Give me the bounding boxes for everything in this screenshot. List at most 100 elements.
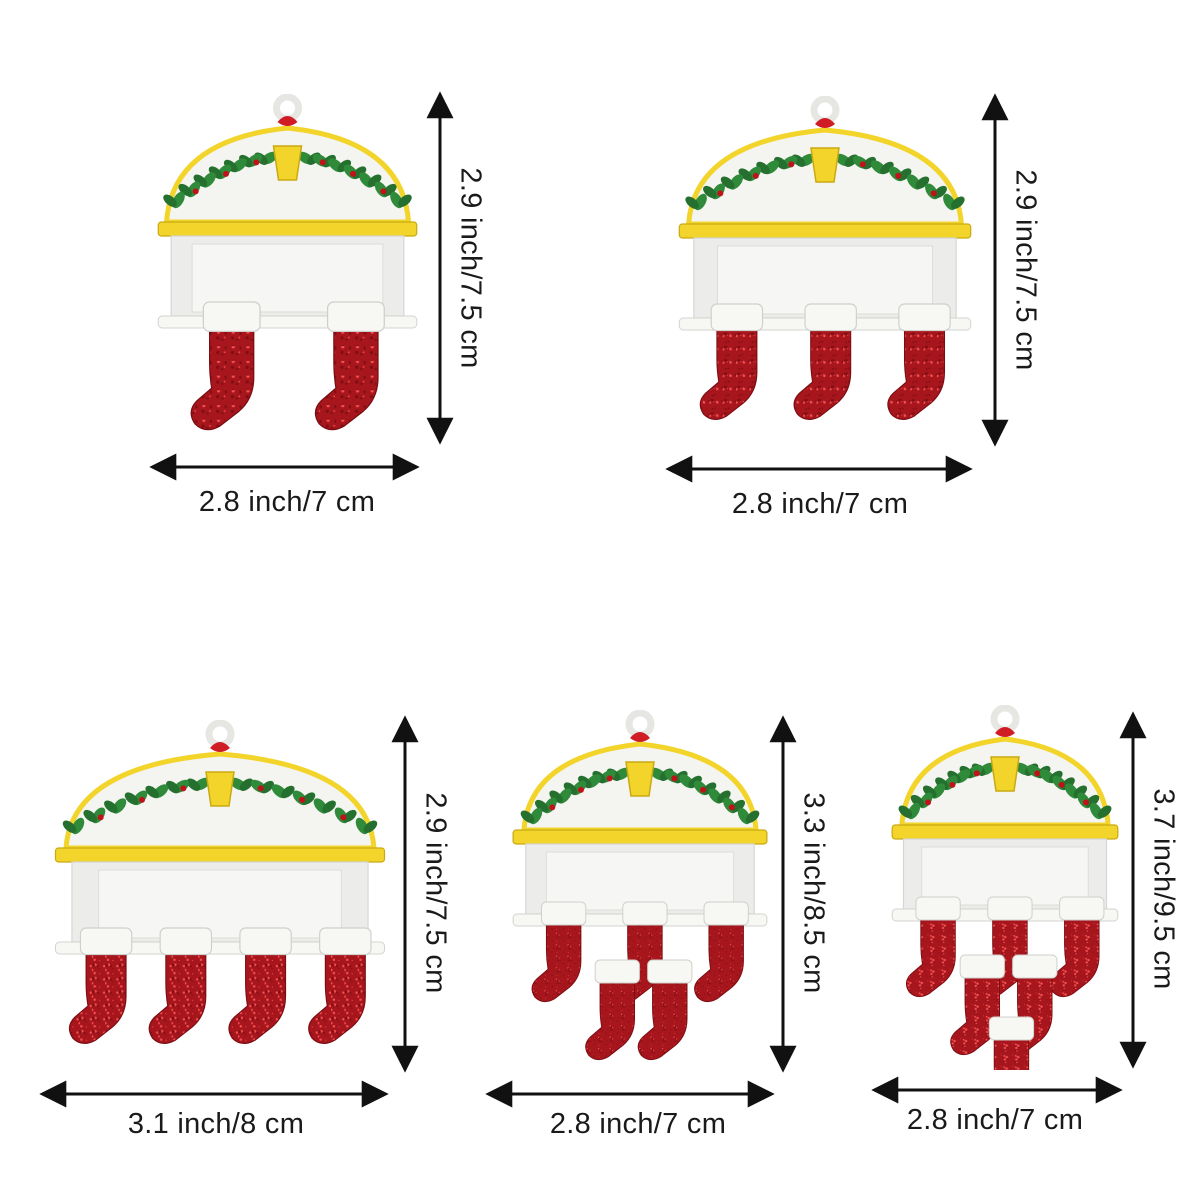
stocking-sock	[699, 324, 758, 420]
bow	[210, 742, 230, 752]
hanging-loop	[205, 720, 235, 749]
stocking-2	[148, 927, 213, 1044]
holly-garland	[898, 762, 1112, 820]
lantern	[810, 147, 840, 183]
mantel-shelf	[54, 847, 386, 863]
width-label-1: 2.8 inch/7 cm	[198, 486, 376, 518]
hanging-loop	[273, 94, 302, 123]
stocking-sock	[68, 948, 127, 1044]
holly-garland	[685, 153, 965, 211]
bow	[815, 118, 835, 128]
width-label-2: 2.8 inch/7 cm	[731, 488, 909, 520]
holly-garland	[62, 777, 378, 835]
stocking-cuff	[987, 896, 1033, 921]
mantel-shelf	[157, 221, 418, 237]
stocking-cuff	[239, 927, 292, 956]
stocking-cuff	[326, 301, 385, 333]
height-label-5: 3.7 inch/9.5 cm	[1147, 788, 1180, 990]
stocking-sock	[314, 324, 379, 431]
name-plate	[545, 851, 735, 911]
stocking-6	[988, 1016, 1035, 1070]
stocking-1	[699, 303, 764, 420]
stocking-2	[314, 301, 385, 431]
stocking-cuff	[319, 927, 372, 956]
lantern	[625, 761, 655, 797]
stocking-cuff	[622, 901, 668, 926]
height-label-1: 2.9 inch/7.5 cm	[454, 167, 487, 369]
height-label-2: 2.9 inch/7.5 cm	[1009, 169, 1042, 371]
stocking-3	[694, 901, 749, 1003]
stocking-1	[68, 927, 133, 1044]
hanging-loop	[625, 710, 655, 739]
stocking-cuff	[804, 303, 857, 332]
stocking-sock	[228, 948, 287, 1044]
lantern	[272, 145, 303, 181]
ornament-6-stockings	[891, 705, 1119, 1070]
stocking-cuff	[959, 954, 1005, 979]
name-plate	[716, 245, 934, 315]
stocking-sock	[694, 919, 744, 1003]
stocking-2	[793, 303, 857, 420]
mantel-shelf	[891, 824, 1119, 840]
stocking-4	[950, 954, 1005, 1056]
stocking-3	[1049, 896, 1105, 998]
stocking-cuff	[594, 959, 640, 984]
stocking-sock	[1049, 914, 1100, 998]
stocking-sock	[887, 324, 946, 420]
stocking-cuff	[988, 1016, 1035, 1041]
stocking-1	[190, 301, 261, 431]
stocking-sock	[905, 914, 956, 998]
ornament-4-stockings	[54, 720, 386, 1044]
stocking-cuff	[647, 959, 693, 984]
stocking-sock	[585, 977, 636, 1061]
bow	[995, 727, 1015, 737]
stocking-sock	[148, 948, 207, 1044]
stocking-cuff	[915, 896, 961, 921]
stocking-1	[531, 901, 587, 1003]
stocking-4	[308, 927, 372, 1044]
stocking-sock	[793, 324, 852, 420]
stocking-sock	[637, 977, 688, 1061]
stocking-cuff	[1059, 896, 1105, 921]
bow	[277, 116, 298, 126]
ornament-3-stockings	[678, 96, 972, 420]
stocking-5	[637, 959, 693, 1061]
lantern	[990, 756, 1020, 792]
name-plate	[191, 243, 384, 313]
stocking-sock	[190, 324, 255, 431]
stocking-cuff	[79, 927, 133, 956]
width-label-5: 2.8 inch/7 cm	[906, 1104, 1084, 1136]
mantel-base	[55, 941, 385, 955]
stocking-cuff	[710, 303, 764, 332]
mantel-shelf	[678, 223, 972, 239]
stocking-cuff	[159, 927, 213, 956]
hanging-loop	[810, 96, 840, 125]
name-plate	[921, 846, 1089, 906]
lantern	[205, 771, 235, 807]
height-label-4: 3.3 inch/8.5 cm	[797, 792, 830, 994]
stocking-sock	[308, 948, 366, 1044]
name-plate	[98, 869, 342, 939]
mantel-shelf	[512, 829, 768, 845]
stocking-3	[887, 303, 951, 420]
stocking-cuff	[898, 303, 951, 332]
holly-garland	[163, 151, 412, 209]
stocking-sock	[531, 919, 582, 1003]
width-label-3: 3.1 inch/8 cm	[127, 1108, 305, 1140]
bow	[630, 732, 650, 742]
stocking-4	[585, 959, 640, 1061]
stocking-1	[905, 896, 961, 998]
stocking-sock	[993, 1034, 1030, 1070]
ornament-2-stockings	[157, 94, 418, 431]
stocking-sock	[950, 972, 1001, 1056]
stocking-cuff	[202, 301, 261, 333]
stocking-cuff	[541, 901, 587, 926]
stocking-3	[228, 927, 292, 1044]
stocking-cuff	[703, 901, 749, 926]
holly-garland	[520, 767, 760, 825]
stocking-cuff	[1012, 954, 1058, 979]
hanging-loop	[990, 705, 1020, 734]
ornament-5-stockings	[512, 710, 768, 1061]
height-label-3: 2.9 inch/7.5 cm	[419, 792, 452, 994]
